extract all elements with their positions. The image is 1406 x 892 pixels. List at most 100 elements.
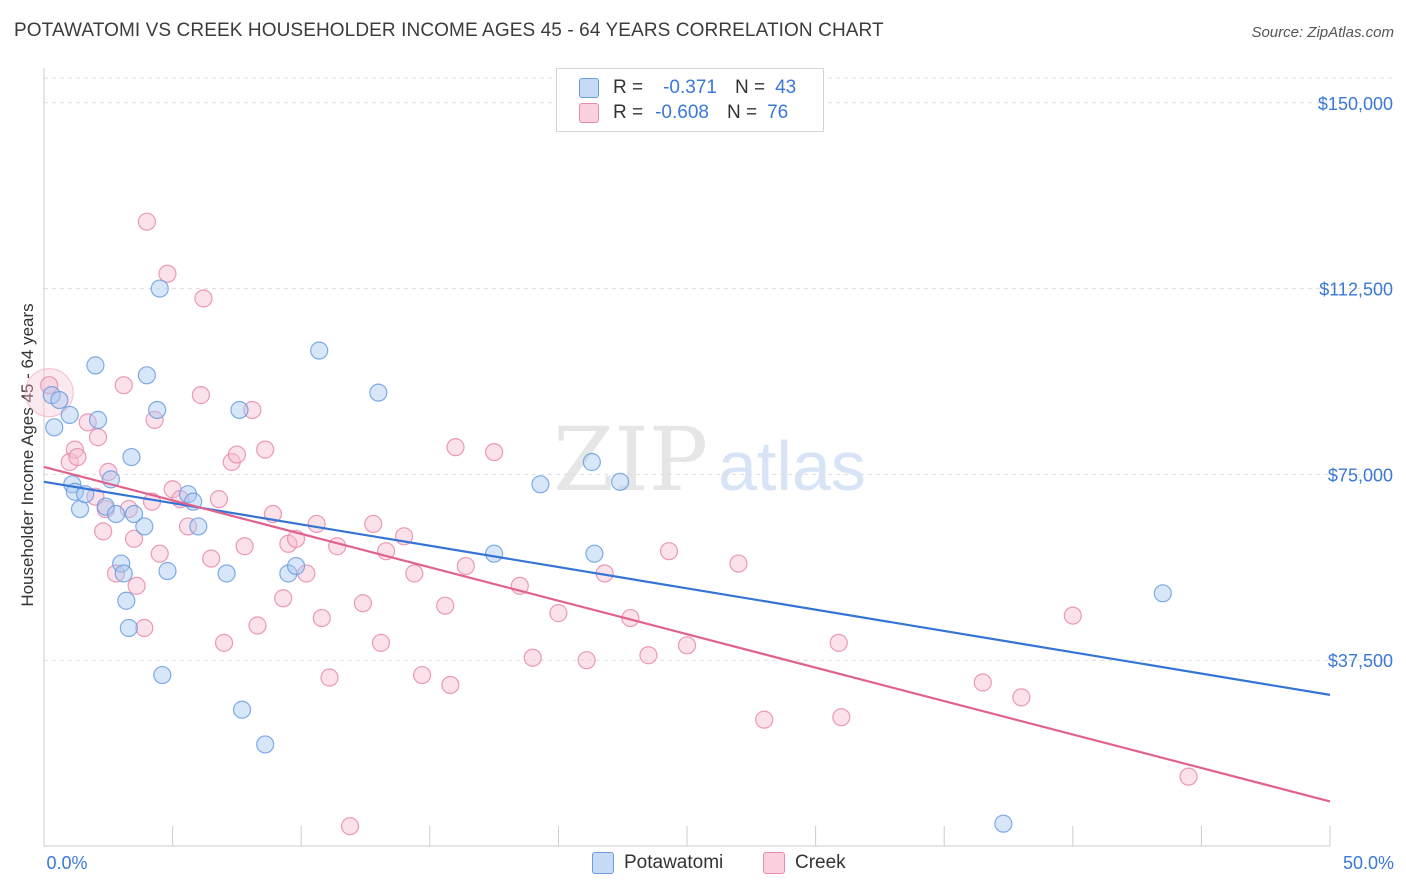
creek-swatch (579, 103, 599, 123)
creek-point (364, 514, 383, 534)
creek-trend-line (43, 465, 1331, 803)
potawatomi-point (611, 472, 630, 491)
potawatomi-point (310, 341, 329, 360)
creek-point (127, 576, 146, 595)
potawatomi-point (122, 447, 141, 467)
series-name: Creek (795, 852, 846, 873)
creek-point (371, 633, 391, 652)
y-tick-label: $150,000 (1318, 94, 1393, 114)
potawatomi-legend-swatch (592, 852, 614, 874)
potawatomi-point (137, 366, 156, 385)
creek-point (659, 542, 679, 561)
creek-point (209, 490, 228, 509)
creek-point (523, 648, 542, 667)
creek-point (340, 817, 360, 836)
potawatomi-point (117, 591, 136, 610)
potawatomi-point (369, 383, 388, 402)
creek-point (243, 400, 262, 420)
creek-point (106, 564, 126, 583)
chart-title: POTAWATOMI VS CREEK HOUSEHOLDER INCOME A… (14, 20, 884, 41)
creek-point (214, 633, 234, 652)
potawatomi-point (119, 618, 138, 638)
creek-point (973, 673, 992, 692)
potawatomi-point (114, 564, 133, 583)
creek-point (436, 596, 455, 615)
legend-r-value: -0.371 (663, 77, 717, 98)
potawatomi-point (485, 544, 504, 563)
potawatomi-point (50, 390, 69, 410)
creek-point-large (24, 368, 74, 418)
potawatomi-point (232, 700, 252, 719)
legend-r-value: -0.608 (655, 102, 709, 123)
creek-point (94, 522, 113, 541)
x-tick-label: 0.0% (46, 853, 87, 873)
creek-point (405, 564, 424, 583)
legend-n-label: N = (734, 77, 766, 98)
creek-point (297, 564, 316, 583)
correlation-legend: R = -0.371 N = 43 R = -0.608 N = 76 (556, 68, 824, 132)
creek-point (88, 428, 108, 447)
creek-point (235, 537, 254, 556)
creek-point (353, 594, 373, 613)
creek-point (1012, 688, 1031, 707)
creek-legend-swatch (763, 852, 785, 874)
creek-point (577, 651, 596, 670)
creek-point (68, 447, 87, 467)
creek-point (194, 289, 213, 308)
potawatomi-point (45, 418, 64, 437)
creek-point (191, 386, 210, 405)
creek-point (274, 589, 293, 608)
creek-point (312, 608, 331, 628)
potawatomi-point (230, 400, 249, 420)
creek-point (256, 440, 275, 459)
creek-point (248, 616, 267, 635)
creek-point (114, 376, 133, 395)
series-name: Potawatomi (624, 852, 724, 873)
legend-n-value: 43 (775, 77, 797, 98)
potawatomi-point (96, 497, 115, 516)
potawatomi-swatch (579, 78, 599, 98)
creek-point (137, 212, 156, 231)
potawatomi-point (86, 356, 105, 375)
series-legend-creek: Creek (763, 852, 846, 874)
potawatomi-point (124, 504, 144, 524)
creek-point (227, 445, 246, 464)
potawatomi-point (531, 475, 550, 494)
watermark-atlas: atlas (718, 427, 866, 505)
creek-point (158, 264, 177, 283)
x-tick-label: 50.0% (1343, 853, 1394, 873)
series-legend: Potawatomi Creek (0, 852, 1406, 878)
potawatomi-trend-line (43, 480, 1331, 696)
creek-point (1063, 606, 1082, 625)
potawatomi-point (60, 405, 79, 425)
potawatomi-point (148, 400, 167, 420)
potawatomi-point (585, 544, 604, 563)
y-tick-label: $75,000 (1328, 465, 1393, 485)
creek-point (320, 668, 339, 687)
creek-point (456, 556, 475, 576)
potawatomi-point (189, 517, 208, 536)
creek-point (677, 636, 697, 655)
y-tick-label: $37,500 (1328, 651, 1393, 671)
creek-point (639, 646, 658, 665)
creek-point (124, 529, 144, 548)
y-tick-label: $112,500 (1319, 280, 1393, 300)
potawatomi-point (582, 452, 601, 472)
legend-r-label: R = (613, 102, 644, 123)
creek-point (829, 633, 848, 652)
creek-point (99, 462, 118, 482)
potawatomi-point (256, 735, 275, 754)
potawatomi-point (286, 556, 306, 576)
creek-point (1179, 767, 1198, 786)
creek-point (446, 438, 465, 457)
potawatomi-point (153, 665, 172, 685)
creek-point (202, 549, 221, 568)
potawatomi-point (217, 564, 236, 583)
creek-point (178, 517, 198, 536)
potawatomi-point (279, 564, 298, 583)
source-credit: Source: ZipAtlas.com (1251, 24, 1394, 41)
legend-row-potawatomi: R = -0.371 N = 43 (579, 76, 796, 100)
potawatomi-point (158, 561, 177, 581)
creek-point (150, 544, 169, 563)
